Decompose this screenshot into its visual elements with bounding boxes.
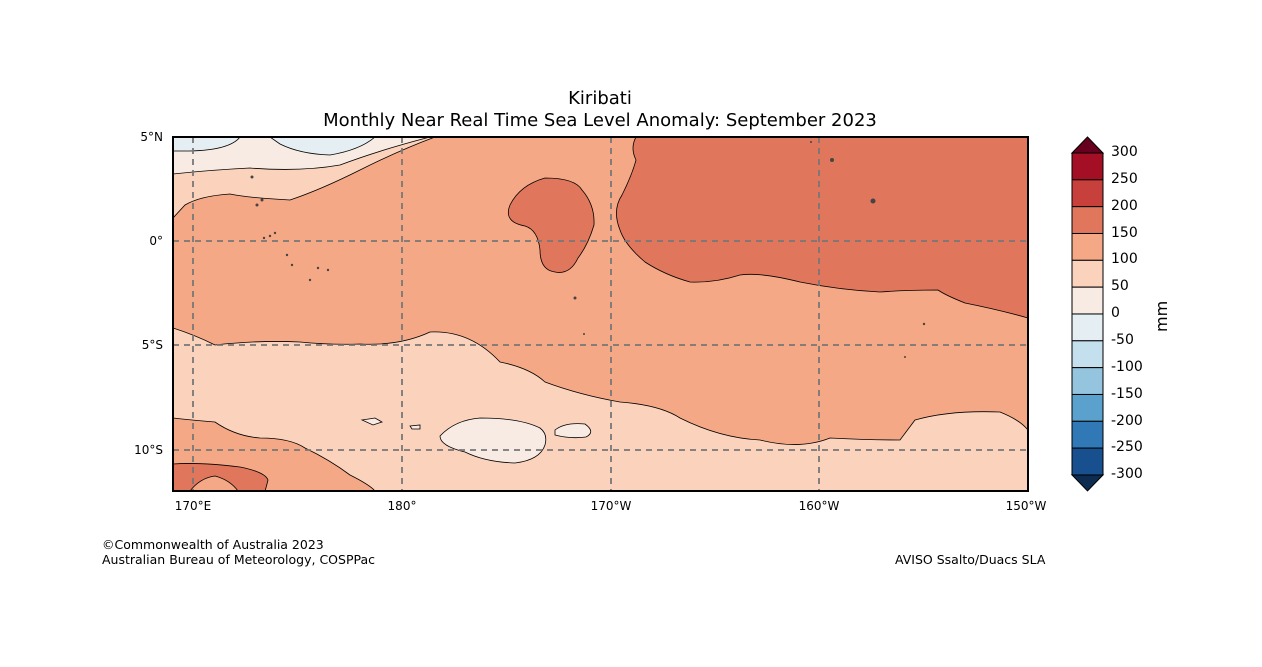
colorbar-tick: -50	[1111, 332, 1134, 348]
island-outline	[409, 424, 421, 430]
map-frame	[172, 136, 1029, 492]
colorbar-tick: 250	[1111, 171, 1138, 187]
anomaly-zone-0-50-south	[439, 417, 547, 464]
colorbar-tick: -250	[1111, 439, 1143, 455]
lat-label-10s: 10°S	[134, 443, 163, 457]
colorbar-tick: 300	[1111, 144, 1138, 160]
colorbar-segment-neg250_neg200	[1071, 420, 1104, 449]
colorbar-tick: -150	[1111, 386, 1143, 402]
colorbar-extend-high	[1070, 136, 1105, 154]
colorbar-segment-neg150_neg100	[1071, 367, 1104, 395]
lat-label-0: 0°	[149, 234, 163, 248]
anomaly-zone-150-200-central	[507, 177, 595, 273]
colorbar-segment-100_150	[1071, 232, 1104, 261]
island-markers	[250, 141, 926, 358]
anomaly-zone-150-200-east	[616, 137, 1028, 319]
colorbar-unit-label: mm	[1152, 300, 1171, 332]
island-outline	[360, 417, 383, 426]
copyright-text: ©Commonwealth of Australia 2023	[102, 537, 324, 552]
colorbar-tick: -300	[1111, 466, 1143, 482]
colorbar-tick: 100	[1111, 251, 1138, 267]
lon-label-180: 180°	[387, 499, 417, 513]
colorbar-tick: 150	[1111, 225, 1138, 241]
anomaly-zone-neg50-0-north-2	[269, 137, 376, 156]
lon-label-150w: 150°W	[1005, 499, 1047, 513]
colorbar-segment-neg50_0	[1071, 313, 1104, 342]
anomaly-zone-100-150-southeast	[905, 425, 959, 478]
anomaly-zone-0-50-south-2	[554, 423, 592, 439]
lon-label-170e: 170°E	[174, 499, 212, 513]
data-source-text: AVISO Ssalto/Duacs SLA	[895, 552, 1046, 567]
colorbar-extend-low	[1070, 474, 1105, 492]
colorbar-segment-neg200_neg150	[1071, 393, 1104, 422]
colorbar-segment-200_250	[1071, 179, 1104, 208]
colorbar-segment-150_200	[1071, 206, 1104, 234]
map-subtitle: Monthly Near Real Time Sea Level Anomaly…	[323, 110, 877, 131]
colorbar-segment-neg100_neg50	[1071, 340, 1104, 369]
lat-label-5n: 5°N	[140, 130, 163, 144]
lat-label-5s: 5°S	[141, 338, 163, 352]
lon-label-170w: 170°W	[590, 499, 632, 513]
agency-text: Australian Bureau of Meteorology, COSPPa…	[102, 552, 375, 567]
colorbar-tick: -200	[1111, 413, 1143, 429]
map-title: Kiribati	[568, 88, 632, 109]
colorbar-tick: 50	[1111, 278, 1129, 294]
colorbar-tick: 200	[1111, 198, 1138, 214]
colorbar-segment-50_100	[1071, 259, 1104, 288]
colorbar-segment-neg300_neg250	[1071, 447, 1104, 476]
gridlines	[173, 137, 1028, 491]
colorbar-tick: -100	[1111, 359, 1143, 375]
lon-label-160w: 160°W	[798, 499, 840, 513]
colorbar-segment-250_300	[1071, 152, 1104, 181]
colorbar-tick: 0	[1111, 305, 1120, 321]
anomaly-zone-100-150-southwest-inner	[189, 475, 239, 491]
anomaly-zone-0-50-north	[173, 137, 431, 175]
colorbar-segment-0_50	[1071, 286, 1104, 315]
